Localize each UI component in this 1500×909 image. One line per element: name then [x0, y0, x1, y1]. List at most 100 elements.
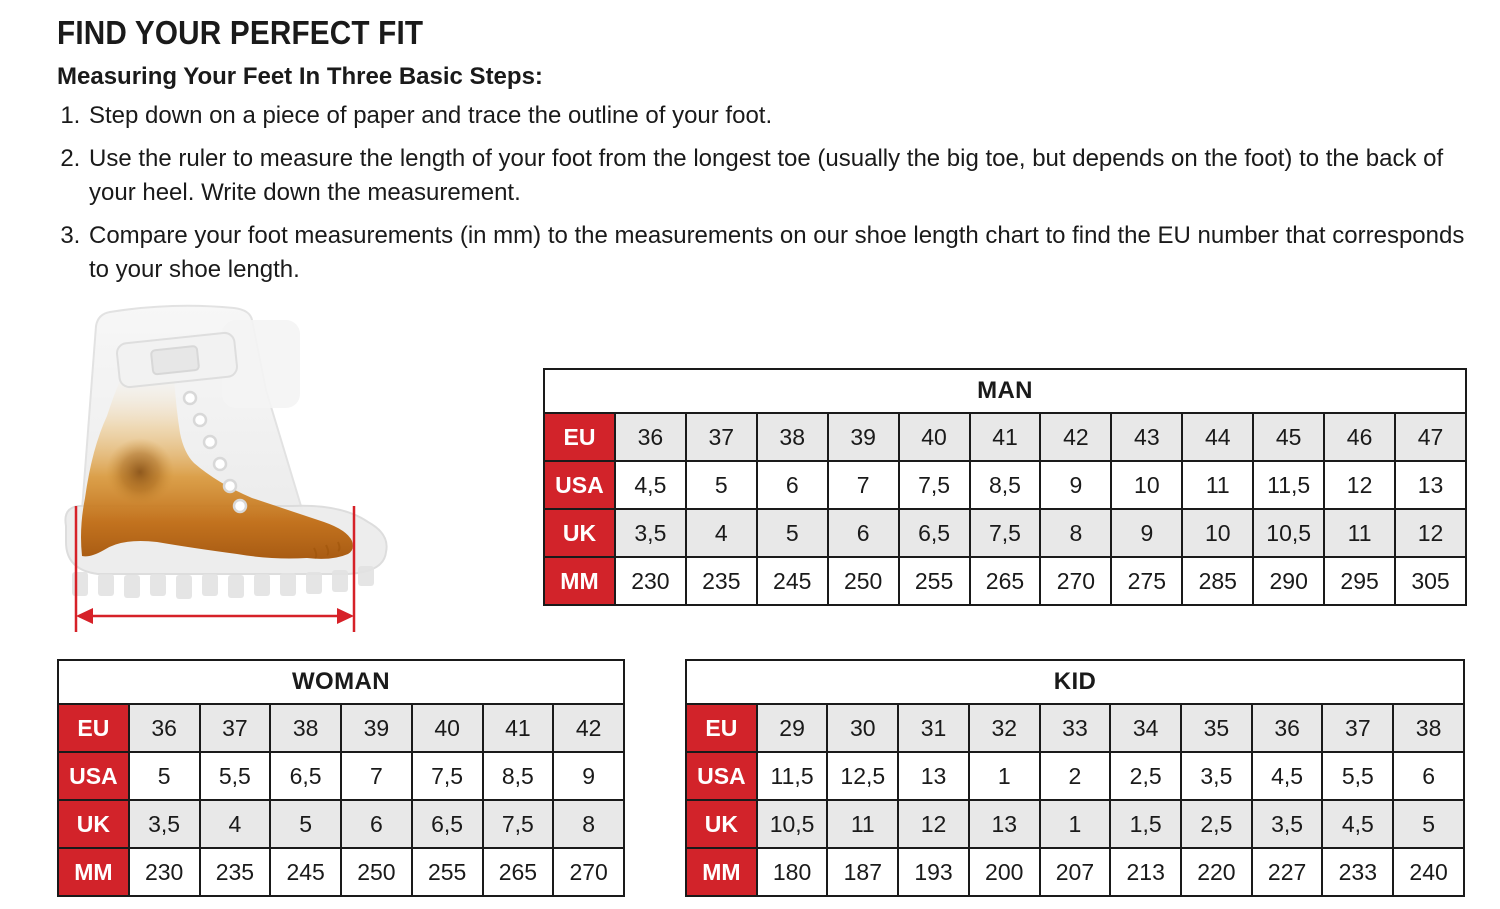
size-cell: 207	[1038, 847, 1112, 897]
size-cell: 29	[755, 703, 829, 753]
size-cell: 5,5	[1321, 751, 1395, 801]
size-cell: 305	[1394, 556, 1467, 606]
row-label-mm: MM	[543, 556, 616, 606]
size-cell: 270	[1039, 556, 1113, 606]
size-cell: 43	[1110, 412, 1184, 462]
size-cell: 42	[1039, 412, 1113, 462]
section-subtitle: Measuring Your Feet In Three Basic Steps…	[57, 63, 543, 90]
size-cell: 12	[897, 799, 970, 849]
size-cell: 2	[1038, 751, 1112, 801]
size-cell: 32	[967, 703, 1041, 753]
size-cell: 9	[1039, 460, 1113, 510]
size-cell: 13	[1394, 460, 1467, 510]
size-cell: 270	[552, 847, 625, 897]
size-cell: 8,5	[968, 460, 1042, 510]
size-cell: 295	[1323, 556, 1397, 606]
ankle-bone-highlight	[106, 438, 174, 506]
size-cell: 11	[826, 799, 900, 849]
size-cell: 6,5	[410, 799, 484, 849]
size-cell: 5	[755, 508, 829, 558]
size-cell: 38	[1392, 703, 1465, 753]
row-label-eu: EU	[543, 412, 616, 462]
size-cell: 40	[410, 703, 484, 753]
sole-lugs	[72, 566, 374, 599]
boot-measurement-illustration	[52, 298, 402, 643]
size-cell: 41	[481, 703, 555, 753]
size-cell: 35	[1180, 703, 1253, 753]
size-cell: 230	[127, 847, 201, 897]
size-cell: 38	[269, 703, 342, 753]
size-cell: 233	[1321, 847, 1395, 897]
size-cell: 10	[1181, 508, 1255, 558]
size-cell: 46	[1323, 412, 1397, 462]
row-label-usa: USA	[57, 751, 130, 801]
size-cell: 220	[1180, 847, 1253, 897]
size-cell: 7	[340, 751, 413, 801]
size-cell: 265	[968, 556, 1042, 606]
size-cell: 265	[481, 847, 555, 897]
size-cell: 4,5	[1321, 799, 1395, 849]
size-cell: 1	[1038, 799, 1112, 849]
table-title-man: MAN	[543, 368, 1467, 414]
size-cell: 41	[968, 412, 1042, 462]
size-cell: 11,5	[755, 751, 829, 801]
size-cell: 8	[1039, 508, 1113, 558]
size-cell: 227	[1250, 847, 1324, 897]
size-cell: 5,5	[198, 751, 272, 801]
size-cell: 11	[1323, 508, 1397, 558]
size-cell: 6	[755, 460, 829, 510]
size-cell: 42	[552, 703, 625, 753]
toe-lines	[313, 541, 341, 559]
size-cell: 33	[1038, 703, 1112, 753]
size-cell: 213	[1109, 847, 1183, 897]
size-cell: 5	[127, 751, 201, 801]
size-cell: 4	[198, 799, 272, 849]
size-cell: 250	[340, 847, 413, 897]
row-label-mm: MM	[685, 847, 758, 897]
size-cell: 255	[410, 847, 484, 897]
size-cell: 10,5	[1252, 508, 1326, 558]
row-label-eu: EU	[57, 703, 130, 753]
size-cell: 10	[1110, 460, 1184, 510]
size-cell: 44	[1181, 412, 1255, 462]
size-cell: 6,5	[897, 508, 971, 558]
table-title-woman: WOMAN	[57, 659, 625, 705]
size-cell: 36	[1250, 703, 1324, 753]
size-cell: 6	[340, 799, 413, 849]
size-cell: 5	[1392, 799, 1465, 849]
measuring-steps-list: Step down on a piece of paper and trace …	[57, 99, 1491, 296]
size-cell: 3,5	[1180, 751, 1253, 801]
size-cell: 39	[340, 703, 413, 753]
size-cell: 7	[826, 460, 900, 510]
size-cell: 1,5	[1109, 799, 1183, 849]
size-cell: 230	[613, 556, 687, 606]
size-cell: 31	[897, 703, 970, 753]
size-cell: 36	[127, 703, 201, 753]
row-label-mm: MM	[57, 847, 130, 897]
size-cell: 5	[684, 460, 758, 510]
size-table-kid: KID EU 29 30 31 32 33 34 35 36 37 38 USA 11,5 12,5 13 1 2…	[685, 659, 1465, 897]
page-title: FIND YOUR PERFECT FIT	[57, 14, 424, 51]
boot-buckle	[116, 331, 238, 389]
size-cell: 37	[198, 703, 272, 753]
size-cell: 4,5	[1250, 751, 1324, 801]
size-cell: 45	[1252, 412, 1326, 462]
size-table-woman: WOMAN EU 36 37 38 39 40 41 42 USA 5 5,5 6,5 7 7,5 8,5 9 U…	[57, 659, 625, 897]
size-cell: 12	[1323, 460, 1397, 510]
size-cell: 12,5	[826, 751, 900, 801]
size-cell: 9	[1110, 508, 1184, 558]
size-cell: 285	[1181, 556, 1255, 606]
row-label-uk: UK	[685, 799, 758, 849]
size-cell: 180	[755, 847, 829, 897]
size-cell: 275	[1110, 556, 1184, 606]
size-cell: 7,5	[481, 799, 555, 849]
size-cell: 187	[826, 847, 900, 897]
table-title-kid: KID	[685, 659, 1465, 705]
size-cell: 38	[755, 412, 829, 462]
size-cell: 245	[269, 847, 342, 897]
size-cell: 7,5	[410, 751, 484, 801]
size-cell: 235	[198, 847, 272, 897]
size-cell: 3,5	[613, 508, 687, 558]
row-label-usa: USA	[685, 751, 758, 801]
size-cell: 200	[967, 847, 1041, 897]
